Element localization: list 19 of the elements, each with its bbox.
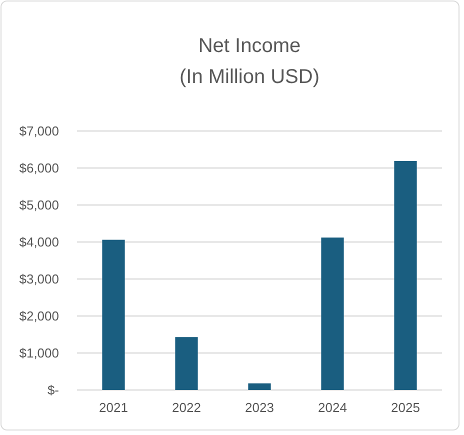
bar	[321, 238, 344, 390]
x-tick-label: 2021	[99, 400, 128, 415]
bar	[248, 383, 271, 390]
y-tick-label: $1,000	[19, 346, 59, 361]
x-tick-label: 2022	[172, 400, 201, 415]
y-tick-label: $5,000	[19, 198, 59, 213]
y-tick-label: $4,000	[19, 234, 59, 250]
bar	[102, 240, 125, 390]
y-tick-label: $2,000	[19, 308, 59, 324]
x-tick-label: 2024	[318, 400, 347, 415]
bar	[394, 160, 417, 390]
y-tick-label: $7,000	[19, 124, 59, 139]
y-tick-label: $-	[47, 382, 59, 398]
x-tick-label: 2025	[391, 400, 420, 415]
chart-title: Net Income (In Million USD)	[179, 35, 320, 88]
x-tick-label: 2023	[245, 400, 274, 415]
y-tick-label: $6,000	[19, 160, 59, 176]
bar	[175, 337, 198, 390]
y-tick-label: $3,000	[19, 272, 59, 287]
